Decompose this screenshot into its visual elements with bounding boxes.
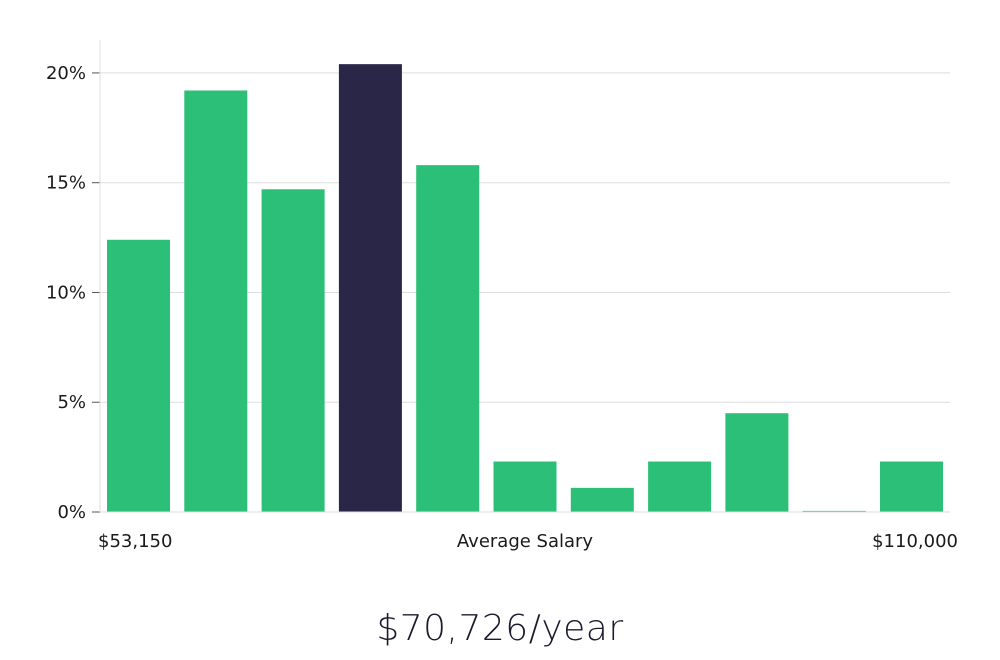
salary-histogram-chart: 0% 5% 10% 15% 20% $53,150 Average Salary $11… — [46, 40, 958, 552]
x-axis-title: Average Salary — [457, 531, 594, 552]
y-tick-label: 10% — [46, 282, 86, 303]
y-tick-label: 5% — [57, 392, 86, 413]
bar — [802, 510, 866, 512]
bar — [261, 189, 325, 512]
y-axis-ticks: 0% 5% 10% 15% 20% — [46, 63, 100, 523]
bar-highlighted — [338, 64, 402, 512]
y-tick-label: 20% — [46, 63, 86, 84]
bar — [107, 239, 170, 513]
bar — [880, 461, 943, 512]
bar — [570, 487, 634, 512]
bar — [725, 413, 789, 512]
bar — [416, 165, 480, 512]
bar — [648, 461, 712, 512]
x-max-label: $110,000 — [872, 531, 958, 552]
x-min-label: $53,150 — [98, 531, 172, 552]
bar — [493, 461, 557, 512]
bar — [184, 90, 248, 512]
y-tick-label: 15% — [46, 173, 86, 194]
average-salary-headline: $70,726/year — [376, 608, 624, 649]
y-tick-label: 0% — [57, 502, 86, 523]
bars — [107, 64, 943, 513]
